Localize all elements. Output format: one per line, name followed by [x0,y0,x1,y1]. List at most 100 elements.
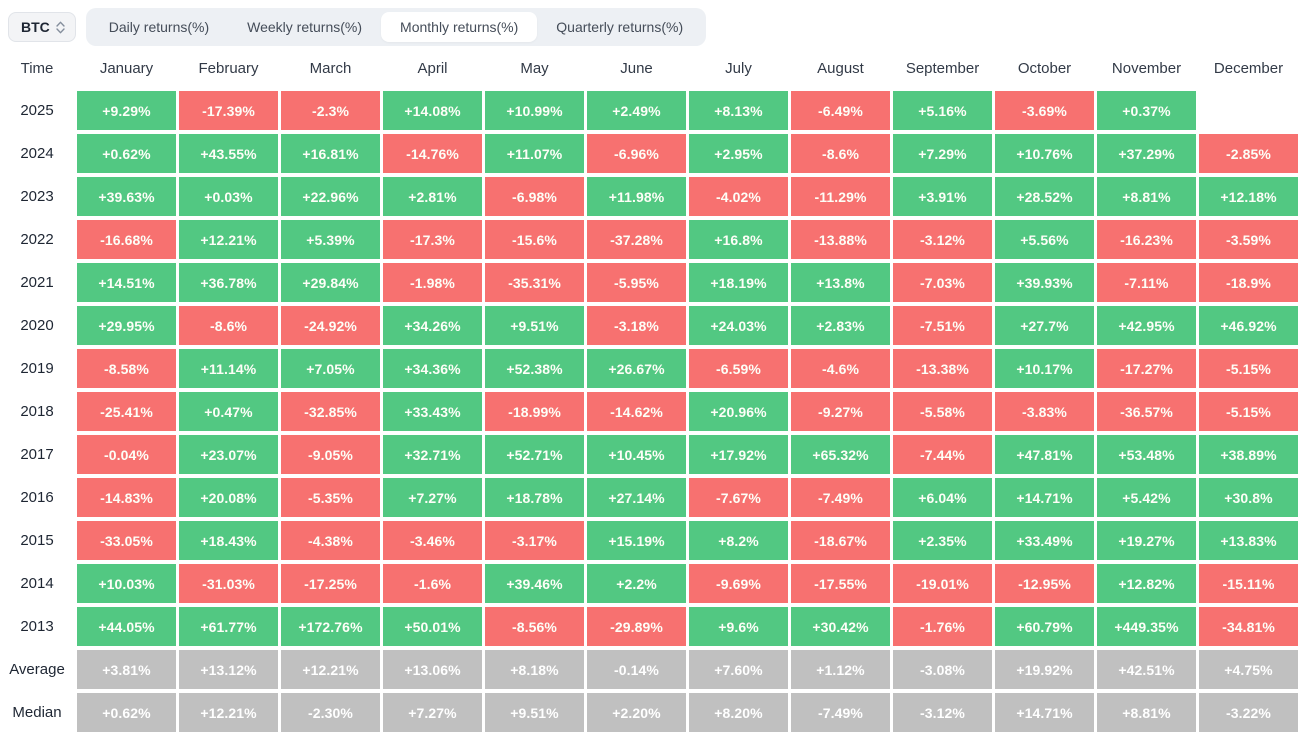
return-cell: +36.78% [179,263,278,302]
return-cell: -29.89% [587,607,686,646]
return-cell: +47.81% [995,435,1094,474]
symbol-select-value: BTC [21,19,50,35]
return-cell: -5.35% [281,478,380,517]
return-cell: -14.76% [383,134,482,173]
tab-quarterly-returns[interactable]: Quarterly returns(%) [556,19,684,35]
return-cell: -3.46% [383,521,482,560]
return-cell: -25.41% [77,392,176,431]
return-cell: -7.49% [791,693,890,732]
return-cell: +11.07% [485,134,584,173]
return-cell: -4.02% [689,177,788,216]
time-column-header: Time [20,59,54,77]
return-cell: +20.96% [689,392,788,431]
return-cell: -9.69% [689,564,788,603]
return-cell: +10.03% [77,564,176,603]
row-label: 2022 [20,231,54,248]
return-cell: -15.6% [485,220,584,259]
return-cell: +18.19% [689,263,788,302]
return-cell: +9.6% [689,607,788,646]
return-cell: +14.51% [77,263,176,302]
return-cell: +30.8% [1199,478,1298,517]
return-cell: +8.81% [1097,693,1196,732]
return-cell: -7.49% [791,478,890,517]
return-cell: -33.05% [77,521,176,560]
return-cell: -3.12% [893,693,992,732]
return-cell: +9.51% [485,693,584,732]
return-cell: +32.71% [383,435,482,474]
row-label: 2021 [20,274,54,291]
return-cell: +34.26% [383,306,482,345]
column-header: August [817,59,864,77]
return-cell: +5.42% [1097,478,1196,517]
return-cell: +20.08% [179,478,278,517]
row-label: 2019 [20,360,54,377]
return-cell: -2.85% [1199,134,1298,173]
tab-monthly-returns[interactable]: Monthly returns(%) [381,12,538,42]
row-label: 2015 [20,532,54,549]
return-cell: +13.12% [179,650,278,689]
return-cell: -0.14% [587,650,686,689]
return-cell: +12.18% [1199,177,1298,216]
return-cell: +9.51% [485,306,584,345]
return-cell: +7.05% [281,349,380,388]
return-cell: +7.60% [689,650,788,689]
row-label: 2023 [20,188,54,205]
return-cell: +23.07% [179,435,278,474]
return-cell: +52.71% [485,435,584,474]
return-cell: -17.55% [791,564,890,603]
return-cell: +7.27% [383,478,482,517]
return-cell: +5.39% [281,220,380,259]
return-cell: -3.08% [893,650,992,689]
return-cell: +43.55% [179,134,278,173]
return-cell: +30.42% [791,607,890,646]
tab-daily-returns[interactable]: Daily returns(%) [108,19,210,35]
symbol-select[interactable]: BTC [8,12,76,42]
return-cell: -14.62% [587,392,686,431]
return-cell: +0.03% [179,177,278,216]
column-header: April [417,59,448,77]
return-cell: +10.99% [485,91,584,130]
tab-weekly-returns[interactable]: Weekly returns(%) [247,19,363,35]
return-cell: +10.17% [995,349,1094,388]
return-cell: -13.88% [791,220,890,259]
column-header: May [520,59,549,77]
return-cell: -24.92% [281,306,380,345]
return-cell: -3.18% [587,306,686,345]
column-header: March [309,59,352,77]
row-label: 2025 [20,102,54,119]
return-cell: +53.48% [1097,435,1196,474]
return-cell: +8.2% [689,521,788,560]
return-cell: +27.7% [995,306,1094,345]
return-cell: +4.75% [1199,650,1298,689]
return-cell: +2.2% [587,564,686,603]
return-cell: +10.45% [587,435,686,474]
return-cell: +11.98% [587,177,686,216]
return-cell: -3.83% [995,392,1094,431]
column-header: December [1213,59,1284,77]
returns-period-tabbar: Daily returns(%) Weekly returns(%) Month… [85,8,707,46]
return-cell: -6.96% [587,134,686,173]
return-cell: -17.27% [1097,349,1196,388]
return-cell: -7.51% [893,306,992,345]
return-cell: +28.52% [995,177,1094,216]
row-label: Average [9,661,65,678]
return-cell: +14.08% [383,91,482,130]
return-cell: +7.27% [383,693,482,732]
return-cell: +13.83% [1199,521,1298,560]
return-cell: +33.43% [383,392,482,431]
column-header: June [620,59,653,77]
return-cell: +29.95% [77,306,176,345]
return-cell: +15.19% [587,521,686,560]
return-cell: +19.92% [995,650,1094,689]
return-cell: -36.57% [1097,392,1196,431]
return-cell: +2.35% [893,521,992,560]
return-cell: -13.38% [893,349,992,388]
return-cell: -17.25% [281,564,380,603]
return-cell: -11.29% [791,177,890,216]
return-cell: +16.81% [281,134,380,173]
return-cell: +26.67% [587,349,686,388]
return-cell: +27.14% [587,478,686,517]
return-cell: +37.29% [1097,134,1196,173]
return-cell: +42.51% [1097,650,1196,689]
return-cell: +13.8% [791,263,890,302]
